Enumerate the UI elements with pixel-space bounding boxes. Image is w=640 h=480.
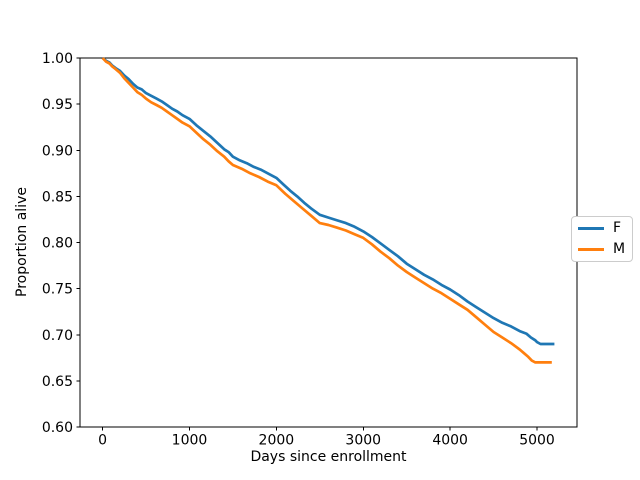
x-tick-label: 4000 (432, 433, 468, 449)
legend-line-f-icon (578, 227, 604, 230)
legend-item-f: F (578, 220, 626, 237)
x-axis-title: Days since enrollment (250, 449, 407, 465)
y-tick-label: 0.90 (42, 143, 73, 159)
y-axis-title: Proportion alive (14, 187, 30, 297)
series-line-m (101, 57, 552, 364)
y-tick-label: 0.70 (42, 328, 73, 344)
y-tick-label: 0.80 (42, 236, 73, 252)
y-tick-label: 0.95 (42, 97, 73, 113)
y-tick-label: 0.75 (42, 282, 73, 298)
legend-item-m: M (578, 241, 626, 258)
legend-label-f: F (613, 220, 622, 236)
x-tick-label: 1000 (172, 433, 208, 449)
legend: F M (571, 216, 633, 262)
y-tick-label: 0.85 (42, 189, 73, 205)
y-tick-label: 0.60 (42, 420, 73, 436)
x-tick-label: 5000 (519, 433, 555, 449)
y-tick-label: 1.00 (42, 51, 73, 67)
legend-line-m-icon (578, 248, 604, 251)
legend-label-m: M (613, 241, 626, 257)
x-tick-label: 3000 (345, 433, 381, 449)
y-tick-label: 0.65 (42, 374, 73, 390)
series-line-f (101, 56, 555, 346)
axes-spines (79, 57, 578, 428)
x-tick-label: 0 (98, 433, 107, 449)
x-tick-label: 2000 (259, 433, 295, 449)
